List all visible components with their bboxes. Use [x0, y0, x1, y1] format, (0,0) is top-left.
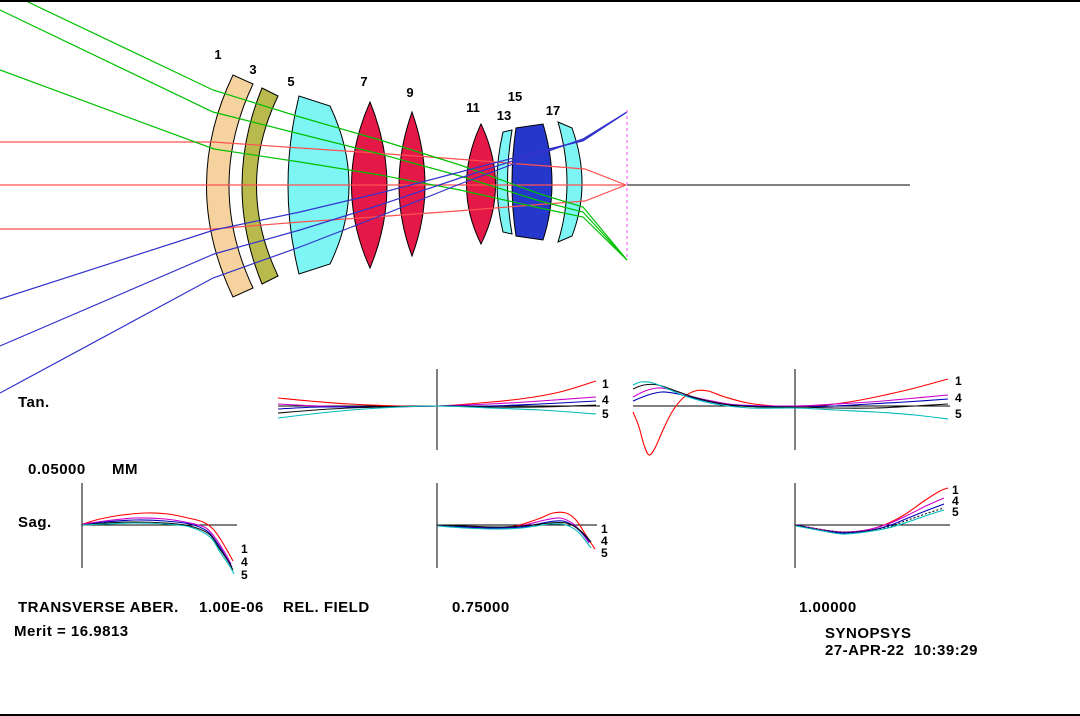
- surface-number: 9: [406, 85, 413, 100]
- surface-number: 1: [214, 47, 221, 62]
- merit-value: Merit = 16.9813: [14, 623, 129, 640]
- footer-title: TRANSVERSE ABER.: [18, 599, 179, 616]
- aberration-curve: [82, 522, 235, 575]
- curve-label: 4: [952, 494, 959, 508]
- field-on-axis-label: 1.00E-06: [199, 599, 264, 616]
- aberration-curve: [437, 520, 591, 543]
- aberration-curve: [632, 387, 949, 407]
- aberration-curve: [795, 507, 945, 533]
- ray-bundles: [0, 2, 628, 394]
- brand-label: SYNOPSYS: [825, 625, 912, 642]
- curve-label: 5: [952, 505, 959, 519]
- surface-number: 3: [249, 62, 256, 77]
- ray: [0, 111, 628, 394]
- optical-axis-and-image-plane: [626, 110, 910, 260]
- aberration-curve: [82, 517, 232, 565]
- lens-elements: [206, 74, 583, 298]
- curve-label: 4: [955, 391, 962, 405]
- aberration-curve: [632, 383, 949, 409]
- aberration-curve: [277, 405, 597, 419]
- surface-number: 17: [546, 103, 560, 118]
- scale-value-label: 0.05000: [28, 461, 86, 478]
- ray: [0, 184, 627, 230]
- curve-label: 5: [601, 546, 608, 560]
- rel-field-label: REL. FIELD: [283, 599, 370, 616]
- aberration-curve: [82, 512, 234, 562]
- curve-label: 4: [601, 534, 608, 548]
- field-full-label: 1.00000: [799, 599, 857, 616]
- tan-row-label: Tan.: [18, 394, 50, 411]
- lens-element-1: [206, 74, 254, 298]
- aberration-curve: [632, 378, 949, 456]
- curve-label: 1: [602, 377, 609, 391]
- lens-element-15: [511, 123, 553, 241]
- aberration-curve: [437, 523, 592, 549]
- surface-number: 15: [508, 89, 522, 104]
- lens-element-11: [466, 122, 496, 246]
- curve-label: 4: [241, 555, 248, 569]
- surface-number: 11: [466, 100, 480, 115]
- surface-number: 5: [287, 74, 294, 89]
- curve-label: 5: [241, 568, 248, 582]
- field-mid-label: 0.75000: [452, 599, 510, 616]
- curve-label: 5: [602, 407, 609, 421]
- lens-element-17: [557, 121, 583, 243]
- ray: [27, 2, 628, 261]
- curve-label: 4: [602, 393, 609, 407]
- aberration-curve: [437, 521, 592, 543]
- ray: [0, 111, 628, 300]
- aberration-curve: [795, 509, 945, 535]
- surface-number: 13: [497, 108, 511, 123]
- aberration-curve: [437, 511, 596, 550]
- surface-number: 7: [360, 74, 367, 89]
- aberration-curve: [795, 487, 949, 533]
- aberration-curve: [82, 521, 234, 571]
- curve-label: 5: [955, 407, 962, 421]
- datetime-label: 27-APR-22 10:39:29: [825, 642, 978, 659]
- ray: [0, 9, 628, 261]
- curve-label: 1: [955, 374, 962, 388]
- lens-element-13: [496, 129, 513, 235]
- scale-unit-label: MM: [112, 461, 138, 478]
- curve-label: 1: [601, 522, 608, 536]
- aberration-curve: [82, 519, 233, 568]
- ray: [0, 141, 627, 186]
- sag-row-label: Sag.: [18, 514, 52, 531]
- curve-label: 1: [241, 542, 248, 556]
- aberration-curve: [632, 381, 949, 420]
- lens-element-3: [241, 87, 279, 285]
- curve-label: 1: [952, 483, 959, 497]
